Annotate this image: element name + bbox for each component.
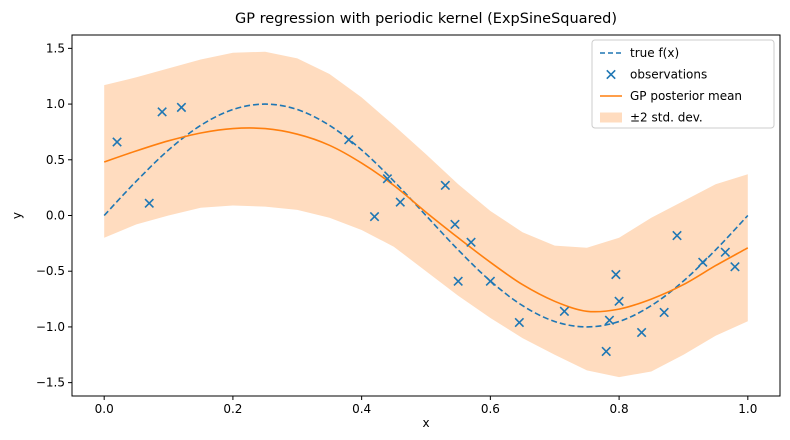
series-line-true-f [103,103,749,328]
y-tick-label: 1.5 [46,41,65,55]
observation-point [450,219,460,230]
observation-point [112,137,122,147]
x-axis-ticks: 0.0 0.2 0.4 0.6 0.8 1.0 [95,396,757,416]
observation-point [730,261,740,272]
series-line-posterior-mean [103,127,749,313]
observation-point [559,306,570,317]
observation-point [514,317,525,328]
x-tick-label: 0.6 [481,402,500,416]
y-axis-ticks: −1.5 −1.0 −0.5 0.0 0.5 1.0 1.5 [36,41,72,390]
observation-point [614,296,624,307]
line-layer [103,103,749,328]
observation-marker-layer [112,102,740,357]
observation-point [395,197,406,207]
legend-frame [591,39,775,129]
x-tick-label: 0.0 [95,402,114,416]
observation-point [611,269,621,280]
observation-point [144,198,155,209]
observation-point [382,173,393,184]
observation-point [636,327,647,338]
observation-point [601,346,611,357]
observation-point [466,237,476,248]
y-tick-label: 0.5 [46,153,65,167]
chart-title: GP regression with periodic kernel (ExpS… [235,11,617,27]
observation-point [157,107,167,117]
legend: true f(x) observations GP posterior mean… [591,39,775,129]
legend-label-band: ±2 std. dev. [630,111,703,125]
legend-swatch-band [600,112,622,123]
y-tick-label: 0.0 [46,209,65,223]
observation-point [176,102,187,113]
y-tick-label: 1.0 [46,97,65,111]
observation-point [343,134,354,145]
observation-point [440,180,451,191]
legend-label-observations: observations [630,68,707,82]
y-tick-label: −1.5 [36,376,65,390]
y-tick-label: −0.5 [36,264,65,278]
x-tick-label: 1.0 [738,402,757,416]
y-tick-label: −1.0 [36,320,65,334]
x-tick-label: 0.8 [610,402,629,416]
x-tick-label: 0.2 [223,402,242,416]
observation-point [659,307,669,318]
observation-point [697,257,708,268]
legend-marker-x [606,69,616,80]
observation-point [485,276,496,287]
observation-point [369,211,380,222]
legend-swatch-observations [606,69,616,80]
x-tick-label: 0.4 [352,402,371,416]
x-axis-title: x [422,416,429,430]
y-axis-title: y [10,212,24,219]
observation-point [604,315,615,326]
observation-point [672,230,682,241]
observation-point [453,276,463,287]
legend-label-posterior-mean: GP posterior mean [630,89,742,103]
observation-point [720,247,731,258]
legend-label-true-curve: true f(x) [630,46,679,60]
